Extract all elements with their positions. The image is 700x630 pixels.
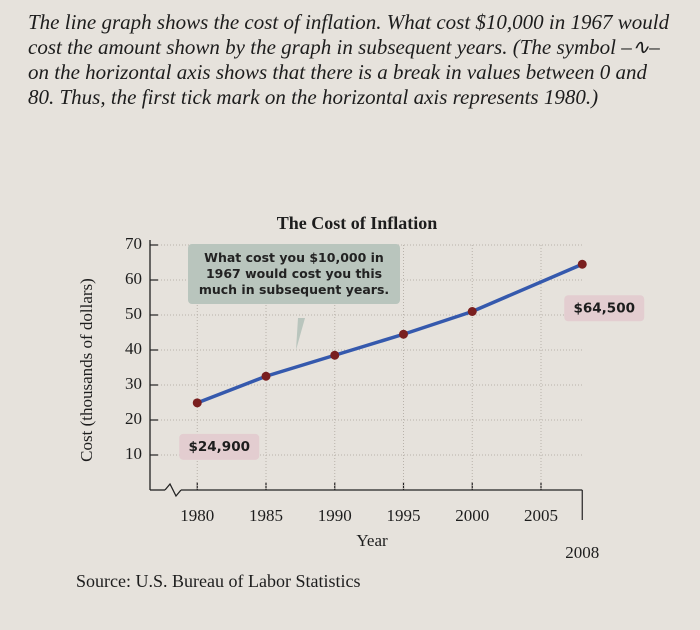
- y-tick-label: 60: [125, 269, 142, 288]
- data-point: [330, 350, 340, 360]
- x-tick-label: 1980: [180, 506, 214, 525]
- annotation: What cost you $10,000 in 1967 would cost…: [188, 244, 400, 304]
- y-tick-label: 40: [125, 339, 142, 358]
- x-axis-label: Year: [356, 531, 388, 550]
- y-axis-label: Cost (thousands of dollars): [77, 278, 96, 462]
- x-tick-label: 2008: [565, 543, 599, 562]
- data-point: [467, 307, 477, 316]
- data-point: [192, 398, 202, 408]
- value-label-box: [179, 433, 260, 460]
- data-point: [577, 259, 587, 269]
- y-tick-label: 50: [125, 304, 142, 323]
- source: Source: U.S. Bureau of Labor Statistics: [76, 571, 361, 591]
- value-label: $24,900: [189, 439, 251, 455]
- x-tick-label: 1990: [318, 506, 352, 525]
- x-tick-label: 1995: [387, 506, 421, 525]
- y-tick-label: 20: [125, 409, 142, 428]
- y-tick-label: 10: [125, 444, 142, 463]
- callout-pointer: [296, 318, 305, 350]
- data-point: [261, 371, 271, 381]
- x-tick-label: 2000: [455, 506, 489, 525]
- data-line: [196, 262, 583, 405]
- value-label-box: [564, 295, 645, 322]
- y-tick-label: 30: [125, 374, 142, 393]
- axis-break: [164, 482, 182, 498]
- x-tick-label: 1985: [249, 506, 283, 525]
- chart-title: The Cost of Inflation: [277, 213, 438, 233]
- x-tick-label: 2005: [524, 506, 558, 525]
- data-point: [399, 329, 408, 339]
- value-label: $64,500: [574, 300, 636, 316]
- intro-text: The line graph shows the cost of inflati…: [28, 10, 670, 109]
- y-tick-label: 70: [125, 234, 142, 253]
